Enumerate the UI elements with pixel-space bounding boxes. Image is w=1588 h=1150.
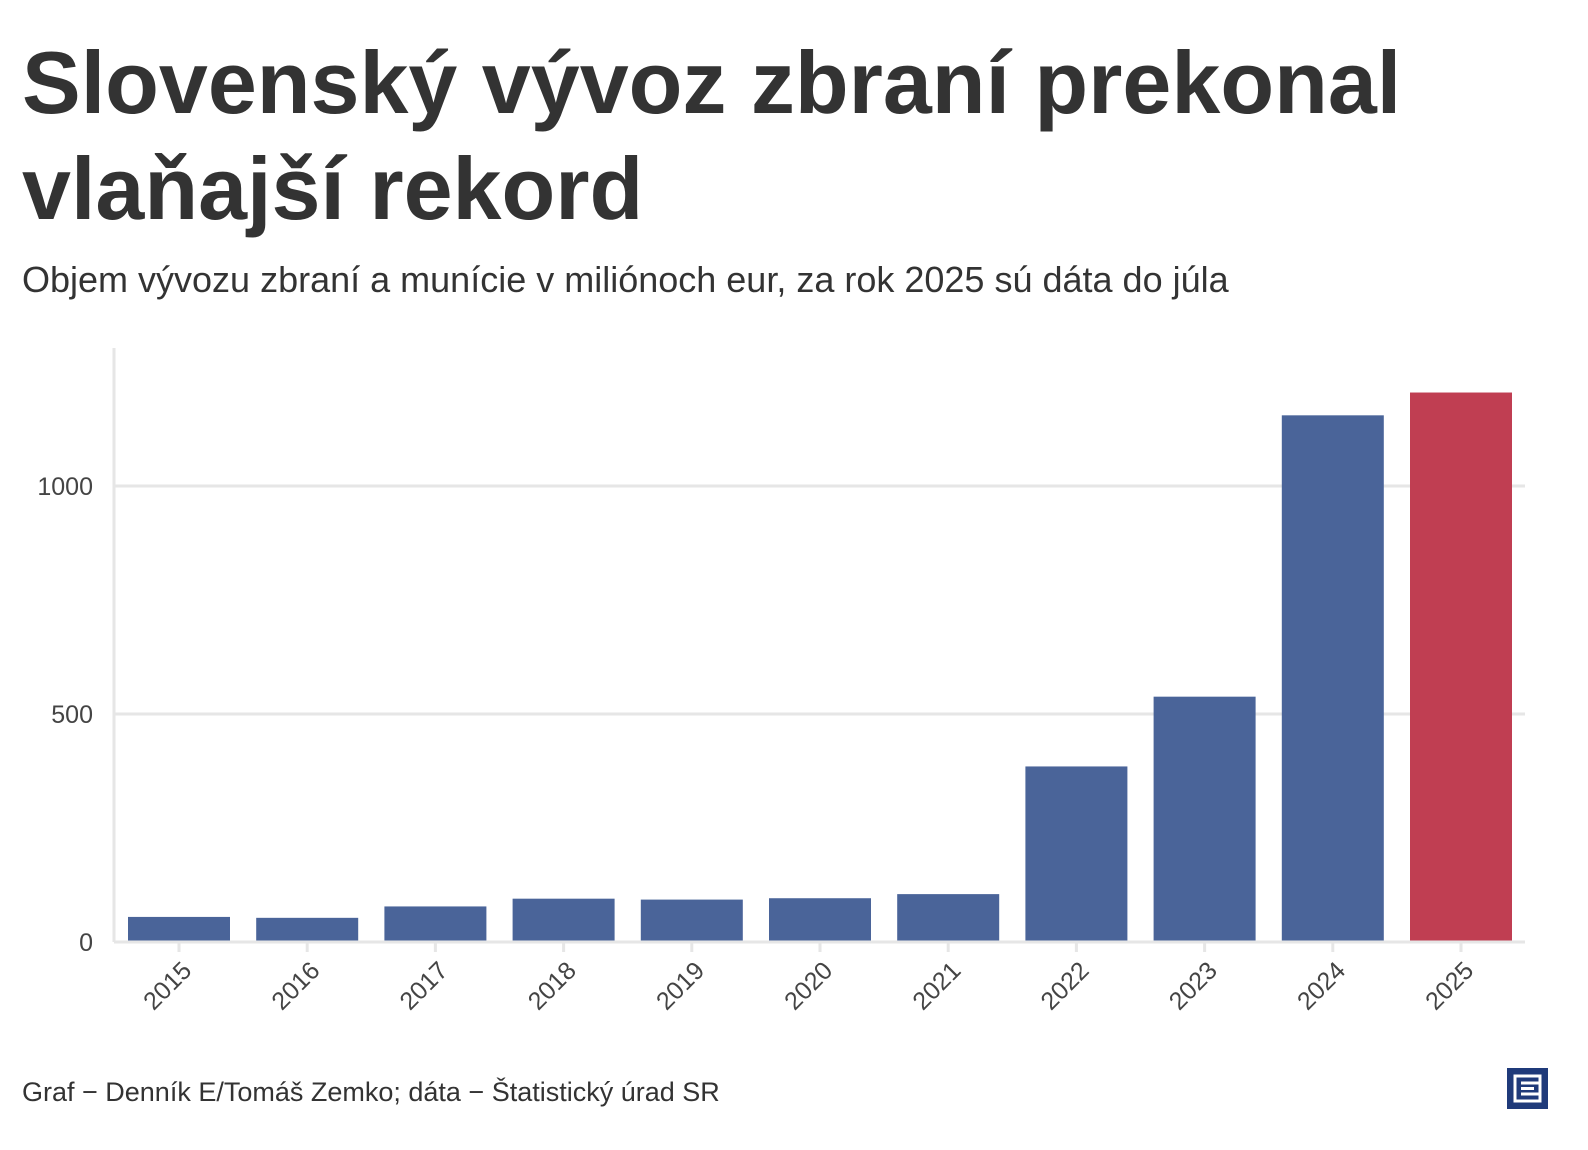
bar-chart: 0 500 1000 2015 2016 2017 2018 2019 2020 2021 202… bbox=[37, 348, 1525, 1016]
bar-2020 bbox=[769, 898, 871, 942]
bar-2022 bbox=[1025, 766, 1128, 942]
x-axis-tick-labels: 2015 2016 2017 2018 2019 2020 2021 2022 2023 2024… bbox=[114, 940, 1525, 1016]
x-tick-label-2025: 2025 bbox=[1420, 956, 1479, 1015]
source-credit: Graf − Denník E/Tomáš Zemko; dáta − Štat… bbox=[22, 1077, 720, 1107]
chart-subtitle: Objem vývozu zbraní a munície v miliónoc… bbox=[22, 259, 1229, 300]
y-tick-label: 1000 bbox=[37, 473, 93, 501]
y-tick-label: 500 bbox=[51, 701, 93, 729]
x-tick-label-2019: 2019 bbox=[651, 956, 710, 1015]
x-tick-label-2016: 2016 bbox=[266, 956, 325, 1015]
x-tick-label-2021: 2021 bbox=[907, 956, 966, 1015]
x-tick-label-2024: 2024 bbox=[1292, 956, 1351, 1015]
denník-e-logo-icon bbox=[1507, 1068, 1548, 1109]
bar-2015 bbox=[128, 916, 230, 942]
y-axis-tick-labels: 0 500 1000 bbox=[37, 473, 93, 957]
bar-2018 bbox=[512, 898, 615, 942]
x-tick-label-2017: 2017 bbox=[395, 956, 454, 1015]
x-tick-label-2023: 2023 bbox=[1164, 956, 1223, 1015]
bar-2024 bbox=[1281, 415, 1384, 942]
y-tick-label: 0 bbox=[79, 929, 93, 957]
x-tick-label-2018: 2018 bbox=[523, 956, 582, 1015]
chart-title: Slovenský vývoz zbraní prekonal vlaňajší… bbox=[22, 33, 1402, 238]
x-tick-label-2020: 2020 bbox=[779, 956, 838, 1015]
bar-2025 bbox=[1410, 392, 1512, 942]
x-tick-label-2015: 2015 bbox=[138, 956, 197, 1015]
bar-2016 bbox=[256, 917, 359, 942]
x-tick-label-2022: 2022 bbox=[1036, 956, 1095, 1015]
bar-2023 bbox=[1153, 696, 1256, 942]
bars bbox=[128, 392, 1512, 942]
bar-2019 bbox=[640, 899, 743, 942]
bar-2017 bbox=[384, 906, 487, 942]
bar-2021 bbox=[897, 894, 1000, 942]
